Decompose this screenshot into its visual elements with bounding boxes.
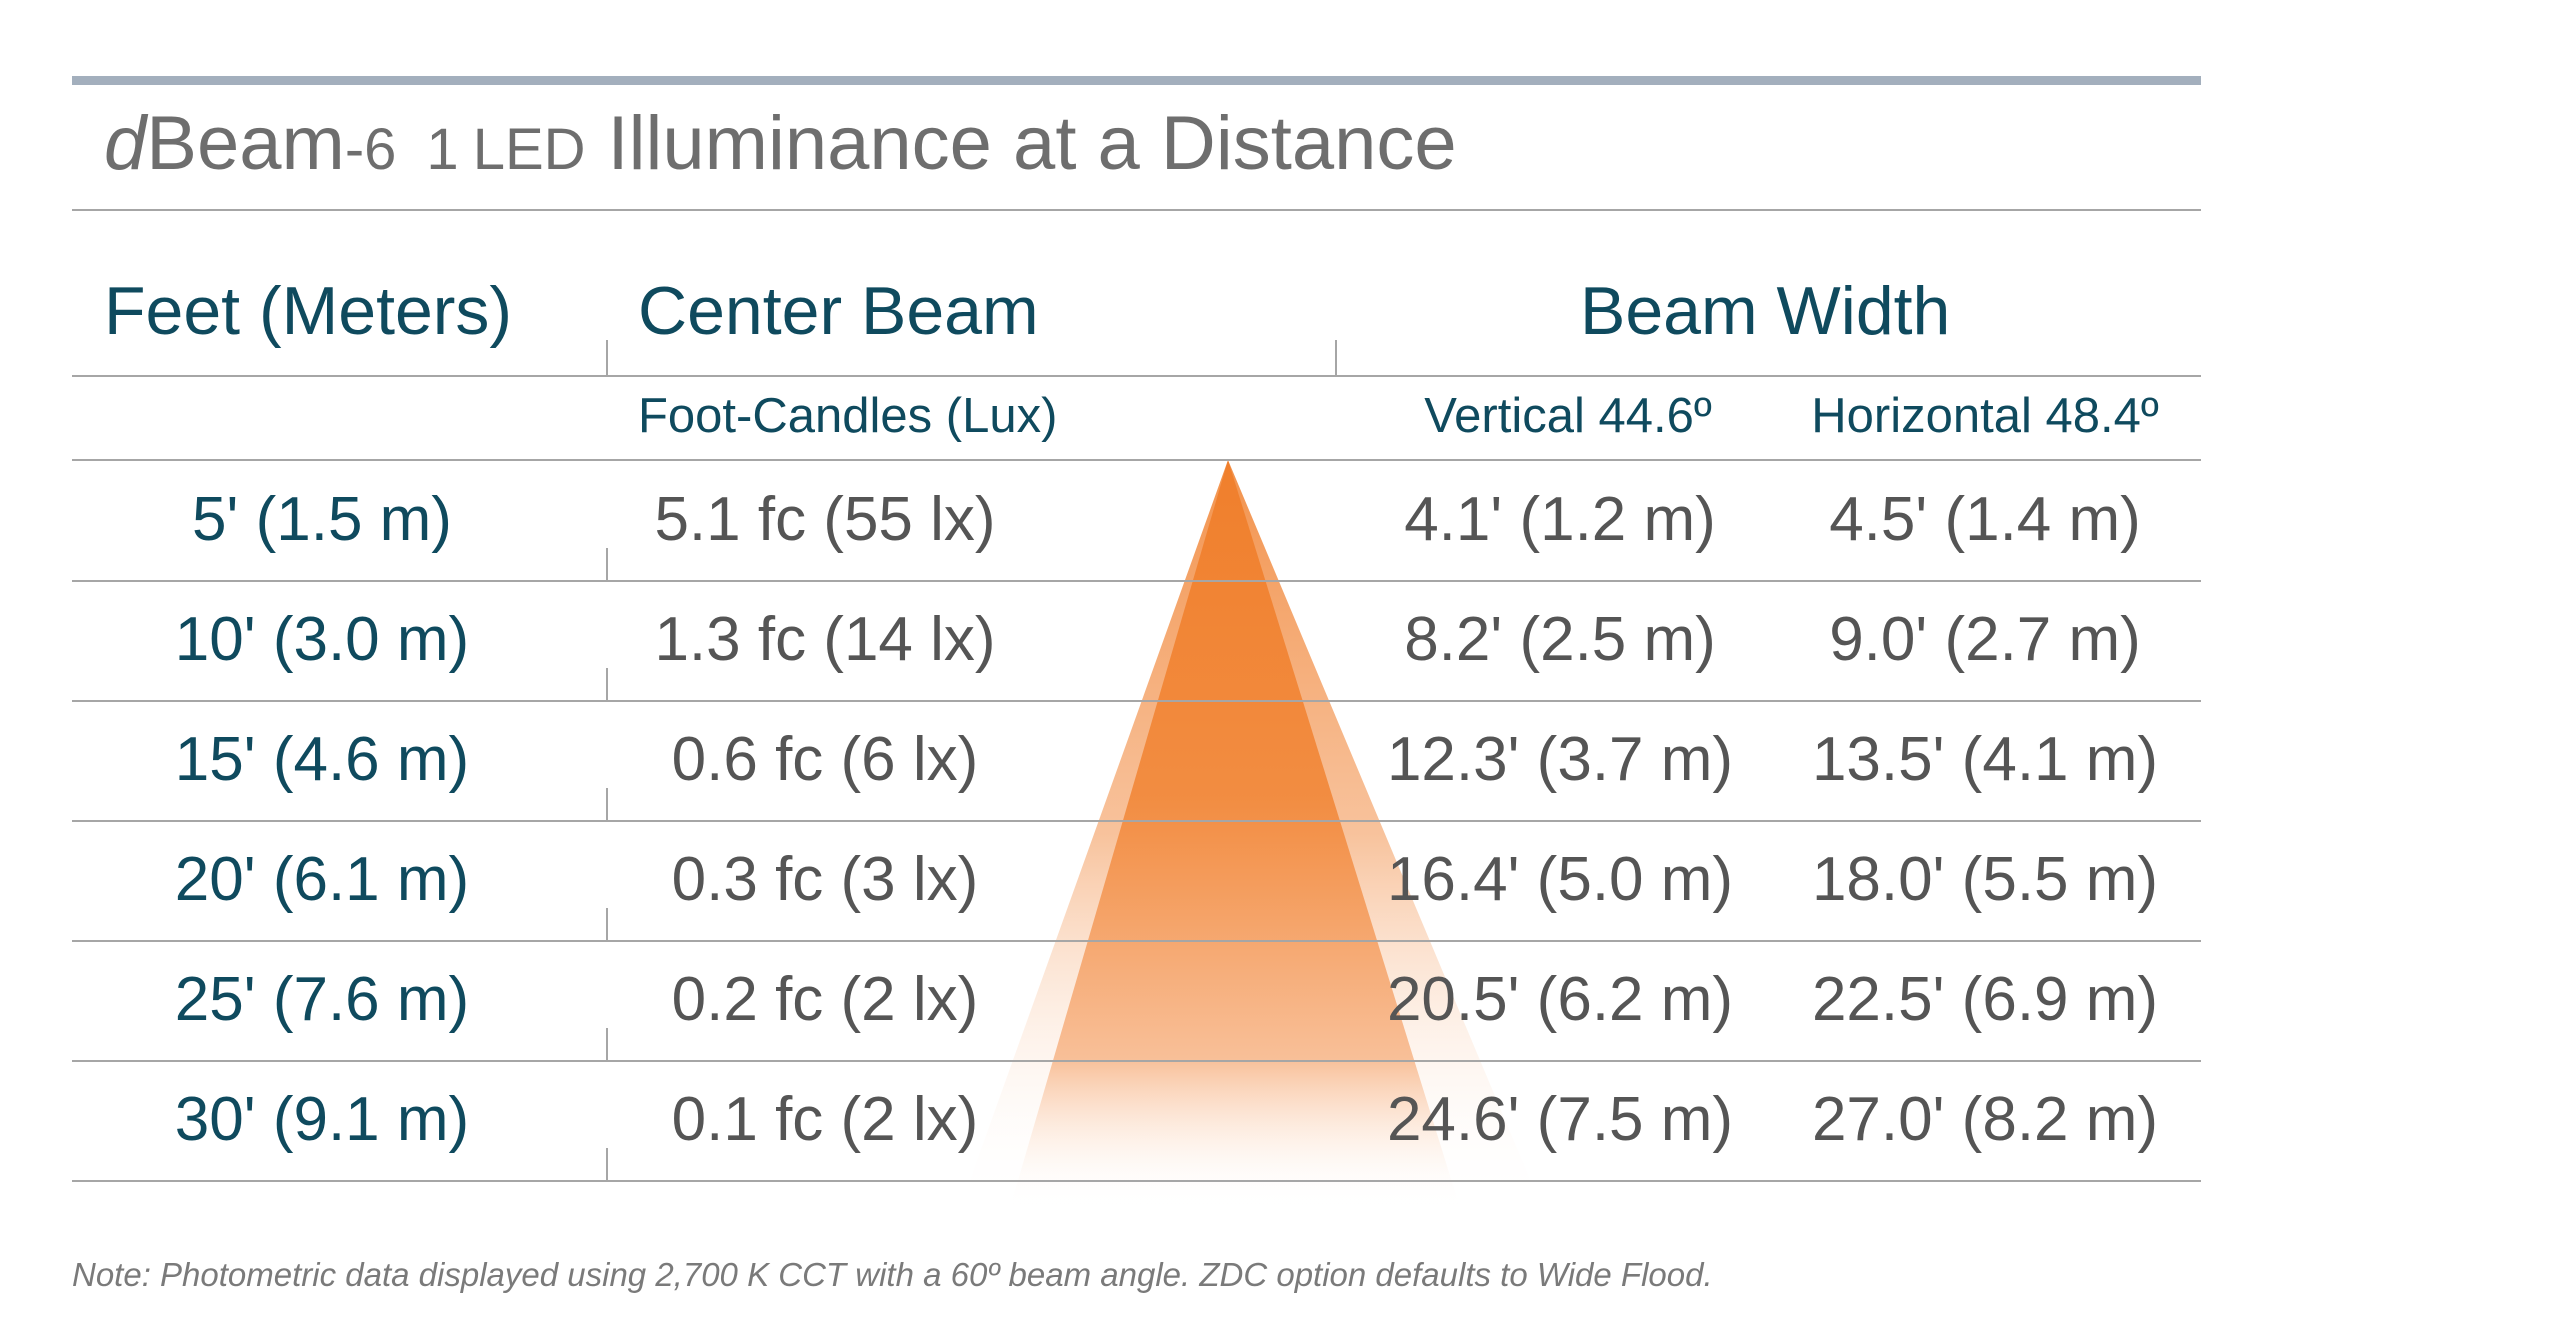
subheader-horizontal: Horizontal 48.4º	[1811, 389, 2159, 443]
title-divider	[72, 209, 2201, 211]
header-divider	[72, 375, 2201, 377]
horizontal-width-cell: 18.0' (5.5 m)	[1811, 845, 2159, 914]
row-column-tick	[606, 788, 608, 820]
subheader-foot-candles: Foot-Candles (Lux)	[638, 389, 1058, 443]
title-brand-beam: Beam	[146, 101, 345, 186]
center-beam-cell: 0.3 fc (3 lx)	[671, 845, 979, 914]
title-led-count: 1	[426, 117, 459, 182]
center-beam-cell: 1.3 fc (14 lx)	[654, 605, 996, 674]
center-beam-cell: 0.1 fc (2 lx)	[671, 1085, 979, 1154]
row-divider	[72, 580, 2201, 582]
title-led-label: LED	[472, 117, 586, 182]
subheader-divider	[72, 459, 2201, 461]
center-beam-cell: 0.2 fc (2 lx)	[671, 965, 979, 1034]
row-column-tick	[606, 548, 608, 580]
distance-cell: 10' (3.0 m)	[174, 605, 470, 674]
subheader-vertical: Vertical 44.6º	[1424, 389, 1712, 443]
row-column-tick	[606, 1028, 608, 1060]
row-column-tick	[606, 1148, 608, 1180]
title-brand-d: d	[104, 101, 147, 186]
header-beam-width: Beam Width	[1580, 273, 1951, 349]
header-center-beam: Center Beam	[638, 273, 1039, 349]
title-model-number: 6	[364, 117, 397, 182]
center-beam-cell: 5.1 fc (55 lx)	[654, 485, 996, 554]
row-divider	[72, 940, 2201, 942]
page-title: dBeam-6 1 LED Illuminance at a Distance	[104, 100, 1457, 210]
footnote: Note: Photometric data displayed using 2…	[72, 1256, 1713, 1293]
distance-cell: 15' (4.6 m)	[174, 725, 470, 794]
vertical-width-cell: 16.4' (5.0 m)	[1386, 845, 1734, 914]
vertical-width-cell: 24.6' (7.5 m)	[1386, 1085, 1734, 1154]
header-distance: Feet (Meters)	[104, 273, 513, 349]
vertical-width-cell: 8.2' (2.5 m)	[1404, 605, 1716, 674]
horizontal-width-cell: 22.5' (6.9 m)	[1811, 965, 2159, 1034]
distance-cell: 25' (7.6 m)	[174, 965, 470, 1034]
header-column-tick	[606, 340, 608, 376]
vertical-width-cell: 12.3' (3.7 m)	[1386, 725, 1734, 794]
header-column-tick	[1335, 340, 1337, 376]
title-brand-dash: -	[344, 117, 365, 182]
vertical-width-cell: 20.5' (6.2 m)	[1386, 965, 1734, 1034]
horizontal-width-cell: 9.0' (2.7 m)	[1829, 605, 2141, 674]
center-beam-cell: 0.6 fc (6 lx)	[671, 725, 979, 794]
beam-cone-core	[1010, 460, 1460, 1208]
distance-cell: 30' (9.1 m)	[174, 1085, 470, 1154]
table-bottom-rule	[72, 1180, 2201, 1182]
horizontal-width-cell: 13.5' (4.1 m)	[1811, 725, 2159, 794]
row-column-tick	[606, 908, 608, 940]
top-accent-rule	[72, 76, 2201, 85]
title-main-text: Illuminance at a Distance	[607, 101, 1457, 186]
row-divider	[72, 700, 2201, 702]
horizontal-width-cell: 4.5' (1.4 m)	[1829, 485, 2141, 554]
horizontal-width-cell: 27.0' (8.2 m)	[1811, 1085, 2159, 1154]
distance-cell: 5' (1.5 m)	[192, 485, 452, 554]
distance-cell: 20' (6.1 m)	[174, 845, 470, 914]
row-column-tick	[606, 668, 608, 700]
row-divider	[72, 1060, 2201, 1062]
row-divider	[72, 820, 2201, 822]
vertical-width-cell: 4.1' (1.2 m)	[1404, 485, 1716, 554]
